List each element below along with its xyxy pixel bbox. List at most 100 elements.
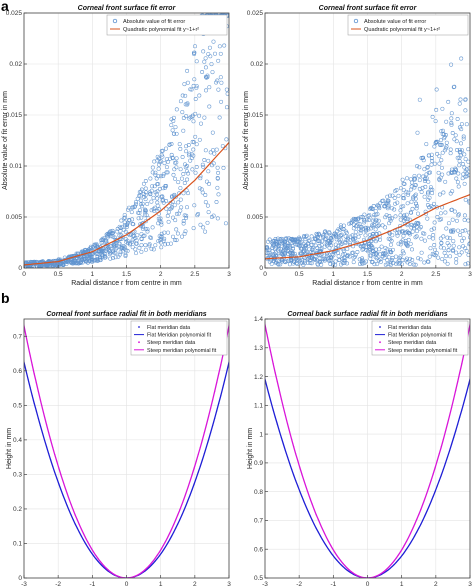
scatter-point	[117, 233, 122, 238]
scatter-point	[206, 169, 211, 174]
scatter-point	[161, 173, 166, 178]
chart-title: Corneal front surface radial fit in both…	[46, 311, 206, 318]
steep-data-point	[391, 562, 393, 564]
scatter-point	[461, 236, 466, 241]
scatter-point	[329, 233, 334, 238]
scatter-point	[401, 251, 406, 256]
scatter-point	[139, 215, 144, 220]
steep-data-point	[142, 570, 144, 573]
flat-data-point	[346, 569, 348, 571]
scatter-point	[159, 237, 164, 242]
scatter-point	[409, 210, 414, 215]
scatter-point	[461, 136, 466, 141]
scatter-point	[367, 213, 372, 218]
scatter-point	[192, 50, 197, 55]
scatter-point	[154, 176, 159, 181]
scatter-point	[460, 148, 465, 153]
scatter-point	[166, 230, 170, 235]
scatter-point	[374, 247, 379, 252]
x-tick-label: 0	[366, 581, 370, 588]
scatter-point	[421, 158, 426, 163]
scatter-point	[425, 216, 430, 221]
scatter-point	[408, 256, 413, 261]
scatter-point	[398, 186, 403, 191]
scatter-point	[447, 243, 452, 248]
legend-marker-data	[138, 326, 140, 328]
scatter-point	[464, 122, 469, 127]
steep-data-point	[87, 541, 89, 543]
scatter-point	[297, 243, 302, 248]
scatter-point	[212, 151, 217, 156]
scatter-point	[215, 165, 220, 170]
scatter-point	[153, 172, 158, 177]
scatter-point	[184, 188, 189, 193]
scatter-point	[155, 189, 160, 194]
scatter-point	[169, 194, 174, 199]
scatter-point	[134, 202, 139, 207]
steep-data-point	[436, 460, 438, 462]
steep-data-point	[105, 567, 107, 569]
scatter-point	[78, 260, 83, 265]
flat-data-point	[185, 504, 187, 506]
flat-data-point	[222, 386, 224, 388]
scatter-point	[184, 149, 189, 154]
scatter-point	[466, 147, 470, 152]
scatter-point	[396, 241, 401, 246]
scatter-point	[288, 251, 293, 255]
scatter-point	[132, 205, 137, 210]
flat-data-point	[216, 410, 218, 412]
scatter-point	[111, 248, 116, 253]
scatter-point	[197, 113, 202, 118]
scatter-point	[155, 196, 160, 201]
scatter-point	[462, 165, 467, 170]
scatter-point	[308, 261, 313, 265]
flat-data-point	[210, 432, 212, 434]
scatter-point	[169, 123, 174, 128]
scatter-point	[272, 251, 277, 256]
flat-data-point	[280, 437, 282, 439]
plot-area	[265, 321, 470, 578]
scatter-point	[176, 211, 181, 216]
steep-data-point	[185, 492, 187, 494]
steep-data-point	[56, 460, 58, 462]
scatter-point	[424, 176, 429, 181]
flat-data-point	[33, 402, 35, 404]
scatter-point	[452, 209, 457, 214]
scatter-point	[363, 233, 368, 238]
scatter-point	[107, 230, 112, 235]
scatter-point	[190, 167, 195, 172]
scatter-point	[339, 242, 344, 247]
scatter-point	[446, 171, 451, 176]
steep-data-point	[197, 453, 199, 456]
flat-data-point	[201, 459, 203, 461]
scatter-point	[336, 244, 341, 249]
legend-marker-data	[379, 326, 381, 328]
chart-title: Corneal back surface radial fit in both …	[287, 311, 447, 318]
flat-data-point	[212, 425, 214, 427]
scatter-point	[443, 259, 447, 264]
scatter-point	[99, 240, 104, 245]
x-tick-label: 2	[400, 271, 404, 278]
steep-data-point	[111, 572, 113, 574]
flat-data-point	[336, 559, 338, 561]
scatter-point	[463, 197, 468, 202]
scatter-point	[378, 259, 383, 264]
legend-label: Steep meridian data	[388, 340, 436, 346]
steep-data-point	[280, 398, 282, 400]
x-tick-label: 3	[227, 581, 231, 588]
scatter-point	[197, 93, 202, 98]
scatter-point	[206, 52, 211, 57]
scatter-point	[295, 243, 300, 247]
steep-data-point	[119, 576, 121, 578]
scatter-point	[205, 203, 210, 208]
scatter-point	[183, 229, 188, 234]
flat-data-point	[397, 559, 399, 561]
scatter-point	[401, 188, 406, 193]
steep-data-point	[140, 572, 142, 574]
scatter-point	[152, 208, 157, 213]
scatter-point	[194, 59, 199, 64]
scatter-point	[450, 217, 455, 222]
scatter-point	[370, 260, 375, 264]
scatter-point	[342, 256, 347, 261]
scatter-point	[445, 261, 450, 266]
